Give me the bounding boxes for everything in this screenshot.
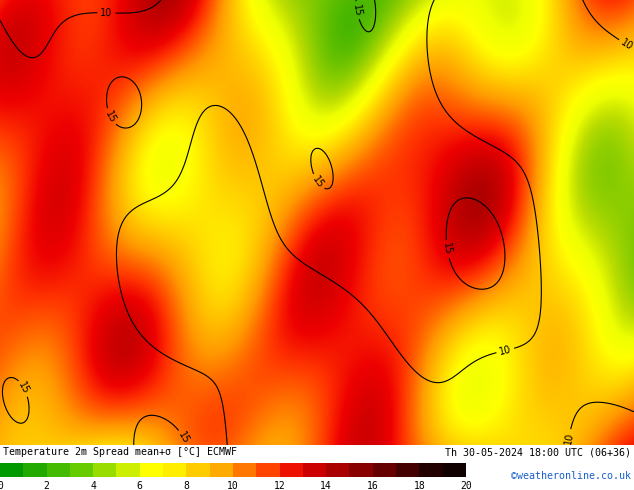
Bar <box>280 463 303 477</box>
Text: Temperature 2m Spread mean+σ [°C] ECMWF: Temperature 2m Spread mean+σ [°C] ECMWF <box>3 447 237 457</box>
Bar <box>396 463 419 477</box>
Text: 20: 20 <box>460 481 472 490</box>
Text: Th 30-05-2024 18:00 UTC (06+36): Th 30-05-2024 18:00 UTC (06+36) <box>445 447 631 457</box>
Text: 15: 15 <box>16 380 31 396</box>
Bar <box>326 463 349 477</box>
Text: ©weatheronline.co.uk: ©weatheronline.co.uk <box>511 471 631 482</box>
Bar <box>47 463 70 477</box>
Text: 10: 10 <box>100 8 113 18</box>
Bar <box>233 463 256 477</box>
Bar <box>163 463 186 477</box>
Text: 16: 16 <box>367 481 378 490</box>
Bar <box>186 463 210 477</box>
Bar <box>23 463 47 477</box>
Bar <box>0 463 23 477</box>
Text: 10: 10 <box>227 481 239 490</box>
Text: 10: 10 <box>619 37 634 52</box>
Bar <box>139 463 163 477</box>
Text: 18: 18 <box>413 481 425 490</box>
Text: 15: 15 <box>441 242 453 256</box>
Text: 0: 0 <box>0 481 3 490</box>
Text: 15: 15 <box>310 174 325 190</box>
Bar <box>373 463 396 477</box>
Text: 15: 15 <box>176 430 191 446</box>
Text: 14: 14 <box>320 481 332 490</box>
Bar <box>443 463 466 477</box>
Bar <box>419 463 443 477</box>
Text: 2: 2 <box>44 481 49 490</box>
Text: 6: 6 <box>137 481 143 490</box>
Bar <box>93 463 117 477</box>
Bar <box>210 463 233 477</box>
Text: 12: 12 <box>274 481 285 490</box>
Bar <box>349 463 373 477</box>
Bar <box>70 463 93 477</box>
Bar <box>256 463 280 477</box>
Bar <box>303 463 326 477</box>
Bar <box>117 463 139 477</box>
Text: 15: 15 <box>351 3 363 17</box>
Text: 15: 15 <box>103 109 118 124</box>
Text: 10: 10 <box>498 344 512 357</box>
Text: 8: 8 <box>183 481 190 490</box>
Text: 10: 10 <box>563 431 575 445</box>
Text: 4: 4 <box>90 481 96 490</box>
